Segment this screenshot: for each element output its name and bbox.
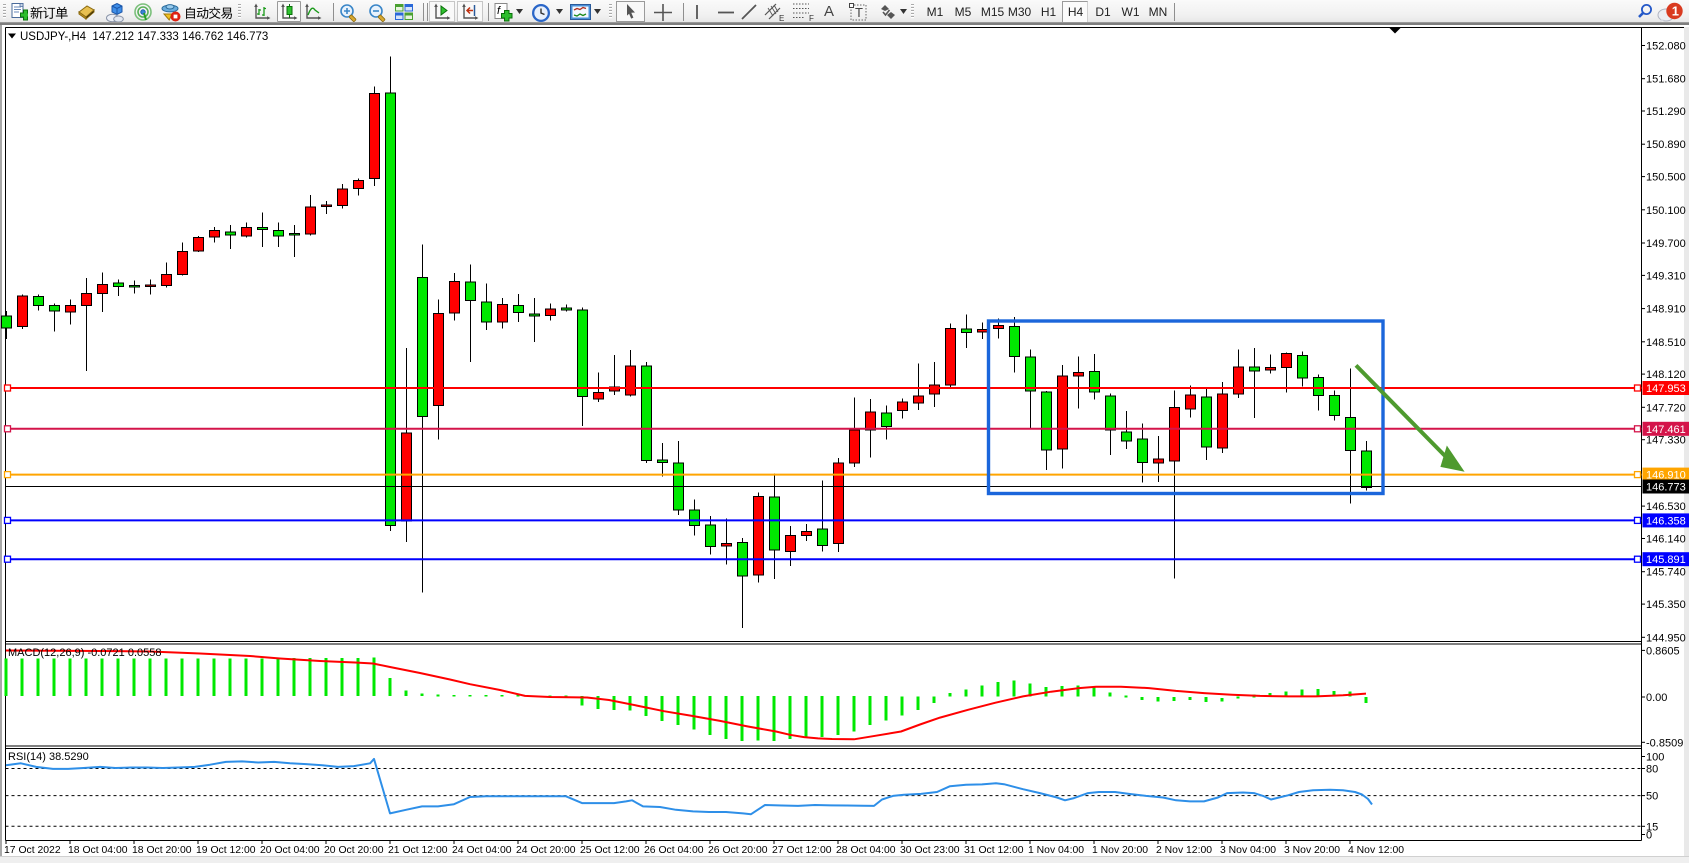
svg-text:147.330: 147.330 xyxy=(1646,435,1686,447)
svg-text:147.720: 147.720 xyxy=(1646,402,1686,414)
svg-text:3 Nov 04:00: 3 Nov 04:00 xyxy=(1220,845,1276,856)
svg-text:0.8605: 0.8605 xyxy=(1646,645,1680,657)
svg-text:26 Oct 04:00: 26 Oct 04:00 xyxy=(644,845,704,856)
svg-text:30 Oct 23:00: 30 Oct 23:00 xyxy=(900,845,960,856)
svg-text:RSI(14) 38.5290: RSI(14) 38.5290 xyxy=(8,751,89,763)
svg-text:147.953: 147.953 xyxy=(1646,383,1686,395)
svg-text:F: F xyxy=(809,14,814,23)
svg-text:150.890: 150.890 xyxy=(1646,139,1686,151)
svg-text:147.461: 147.461 xyxy=(1646,424,1686,436)
svg-text:145.350: 145.350 xyxy=(1646,599,1686,611)
svg-text:148.910: 148.910 xyxy=(1646,304,1686,316)
svg-text:1 Nov 20:00: 1 Nov 20:00 xyxy=(1092,845,1148,856)
svg-text:3 Nov 20:00: 3 Nov 20:00 xyxy=(1284,845,1340,856)
svg-text:0.00: 0.00 xyxy=(1646,692,1667,704)
svg-text:24 Oct 04:00: 24 Oct 04:00 xyxy=(452,845,512,856)
svg-text:-0.8509: -0.8509 xyxy=(1646,737,1683,749)
svg-text:149.310: 149.310 xyxy=(1646,270,1686,282)
svg-text:146.140: 146.140 xyxy=(1646,534,1686,546)
svg-text:27 Oct 12:00: 27 Oct 12:00 xyxy=(772,845,832,856)
svg-text:145.740: 145.740 xyxy=(1646,567,1686,579)
svg-text:100: 100 xyxy=(1646,752,1664,764)
svg-text:21 Oct 12:00: 21 Oct 12:00 xyxy=(388,845,448,856)
svg-text:31 Oct 12:00: 31 Oct 12:00 xyxy=(964,845,1024,856)
svg-text:150.500: 150.500 xyxy=(1646,172,1686,184)
svg-text:18 Oct 04:00: 18 Oct 04:00 xyxy=(68,845,128,856)
svg-text:144.950: 144.950 xyxy=(1646,632,1686,644)
svg-text:146.910: 146.910 xyxy=(1646,470,1686,482)
svg-text:T: T xyxy=(855,5,863,20)
svg-text:146.530: 146.530 xyxy=(1646,501,1686,513)
svg-text:151.290: 151.290 xyxy=(1646,106,1686,118)
svg-text:152.080: 152.080 xyxy=(1646,41,1686,53)
svg-text:E: E xyxy=(779,14,784,23)
svg-text:145.891: 145.891 xyxy=(1646,554,1686,566)
svg-text:MACD(12,26,9) -0.0721 0.0558: MACD(12,26,9) -0.0721 0.0558 xyxy=(8,647,161,659)
svg-text:28 Oct 04:00: 28 Oct 04:00 xyxy=(836,845,896,856)
svg-text:146.358: 146.358 xyxy=(1646,515,1686,527)
svg-text:26 Oct 20:00: 26 Oct 20:00 xyxy=(708,845,768,856)
svg-text:148.120: 148.120 xyxy=(1646,369,1686,381)
svg-text:0: 0 xyxy=(1646,830,1652,842)
svg-text:80: 80 xyxy=(1646,764,1658,776)
svg-text:20 Oct 20:00: 20 Oct 20:00 xyxy=(324,845,384,856)
svg-text:18 Oct 20:00: 18 Oct 20:00 xyxy=(132,845,192,856)
svg-text:151.680: 151.680 xyxy=(1646,74,1686,86)
svg-text:17 Oct 2022: 17 Oct 2022 xyxy=(4,845,61,856)
svg-text:50: 50 xyxy=(1646,791,1658,803)
svg-text:146.773: 146.773 xyxy=(1646,482,1686,494)
svg-text:15: 15 xyxy=(1646,821,1658,833)
svg-text:USDJPY-,H4 147.212 147.333 14: USDJPY-,H4 147.212 147.333 146.762 146.7… xyxy=(20,31,268,43)
svg-text:25 Oct 12:00: 25 Oct 12:00 xyxy=(580,845,640,856)
svg-text:1: 1 xyxy=(1672,4,1679,19)
svg-text:4 Nov 12:00: 4 Nov 12:00 xyxy=(1348,845,1404,856)
svg-text:149.700: 149.700 xyxy=(1646,238,1686,250)
svg-text:148.510: 148.510 xyxy=(1646,337,1686,349)
svg-text:f: f xyxy=(497,5,501,17)
svg-text:2 Nov 12:00: 2 Nov 12:00 xyxy=(1156,845,1212,856)
svg-text:150.100: 150.100 xyxy=(1646,205,1686,217)
svg-text:24 Oct 20:00: 24 Oct 20:00 xyxy=(516,845,576,856)
svg-text:20 Oct 04:00: 20 Oct 04:00 xyxy=(260,845,320,856)
svg-text:19 Oct 12:00: 19 Oct 12:00 xyxy=(196,845,256,856)
svg-text:1 Nov 04:00: 1 Nov 04:00 xyxy=(1028,845,1084,856)
